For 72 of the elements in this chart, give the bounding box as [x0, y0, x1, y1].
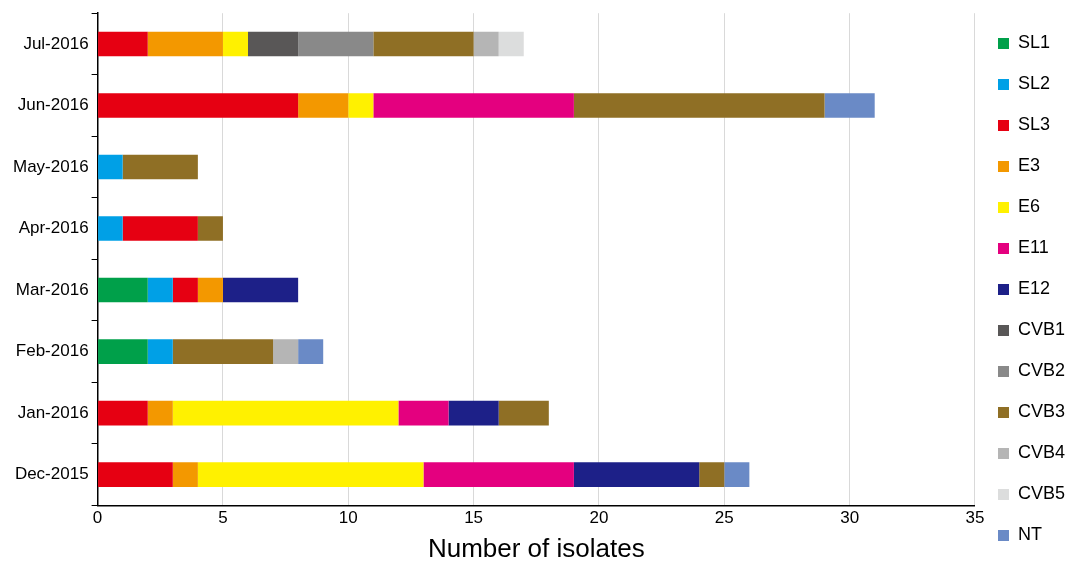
bar: [147, 400, 173, 426]
bar: [373, 31, 474, 57]
y-tick-label: Jun-2016: [17, 95, 89, 115]
x-tick-label: 30: [840, 508, 860, 528]
legend-label: CVB2: [1017, 360, 1066, 381]
bar: [197, 216, 223, 241]
legend-label: E3: [1017, 155, 1041, 176]
y-tick-label: Dec-2015: [14, 464, 89, 484]
x-tick-label: 35: [965, 508, 985, 528]
legend-label: CVB4: [1017, 442, 1066, 463]
y-tick-label: Feb-2016: [15, 341, 89, 361]
bar: [172, 400, 399, 426]
bar: [373, 93, 574, 118]
bar: [122, 154, 198, 180]
bar: [98, 339, 148, 364]
bar: [122, 216, 198, 241]
bar: [498, 400, 549, 426]
legend-label: CVB1: [1017, 319, 1066, 340]
y-tick-label: Jan-2016: [17, 402, 89, 422]
bar: [98, 216, 123, 241]
bar: [222, 31, 248, 57]
bar: [147, 31, 223, 57]
bar: [98, 154, 123, 180]
bar: [197, 462, 424, 487]
bar: [172, 339, 274, 364]
bar: [573, 93, 825, 118]
legend-label: CVB3: [1017, 401, 1066, 422]
bar: [273, 339, 299, 364]
y-tick-label: May-2016: [12, 156, 89, 176]
bar: [573, 462, 700, 487]
legend-label: CVB5: [1017, 483, 1066, 504]
legend-label: SL2: [1017, 73, 1051, 94]
bar: [172, 277, 198, 303]
y-tick-label: Mar-2016: [15, 279, 89, 299]
bar: [448, 400, 499, 426]
bar: [98, 93, 299, 118]
y-tick-label: Apr-2016: [18, 218, 89, 238]
bar: [298, 339, 324, 364]
bar: [298, 93, 349, 118]
legend-label: NT: [1017, 524, 1042, 545]
bar: [147, 277, 173, 303]
bar: [298, 31, 374, 57]
x-tick-label: 10: [338, 508, 358, 528]
x-tick-label: 5: [218, 508, 228, 528]
bar: [98, 277, 148, 303]
x-axis-title: Number of isolates: [427, 532, 645, 563]
legend-label: E6: [1017, 196, 1041, 217]
bar: [147, 339, 173, 364]
bar: [398, 400, 449, 426]
bar: [172, 462, 198, 487]
x-tick-label: 15: [464, 508, 484, 528]
x-tick-label: 0: [92, 508, 103, 528]
bar: [222, 277, 299, 303]
x-tick-label: 25: [714, 508, 734, 528]
bar: [473, 31, 499, 57]
bar: [824, 93, 875, 118]
bar: [699, 462, 725, 487]
legend-label: E12: [1017, 278, 1051, 299]
bar: [348, 93, 374, 118]
bar: [724, 462, 750, 487]
bar: [98, 31, 148, 57]
bar: [498, 31, 524, 57]
bar: [98, 400, 148, 426]
bar: [248, 31, 299, 57]
legend-label: SL3: [1017, 114, 1051, 135]
bar: [98, 462, 173, 487]
bar: [423, 462, 574, 487]
x-tick-label: 20: [589, 508, 609, 528]
legend-label: E11: [1017, 237, 1049, 258]
bar: [197, 277, 223, 303]
y-tick-label: Jul-2016: [23, 33, 89, 53]
legend-label: SL1: [1017, 32, 1051, 53]
